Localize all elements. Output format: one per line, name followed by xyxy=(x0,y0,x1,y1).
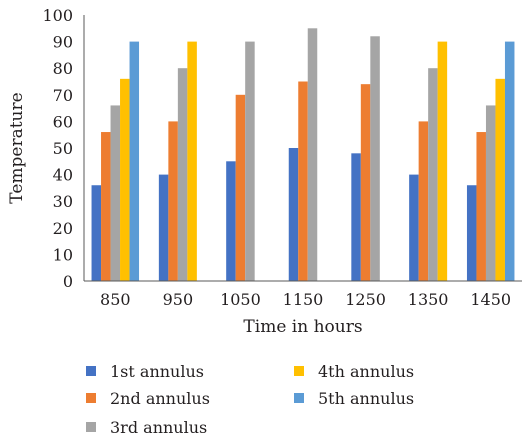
bar-2nd-annulus-950 xyxy=(168,121,178,282)
y-tick-label-40: 40 xyxy=(53,166,73,185)
legend-label: 3rd annulus xyxy=(110,417,208,437)
bar-1st-annulus-1050 xyxy=(226,161,236,281)
bar-1st-annulus-1150 xyxy=(288,148,299,281)
y-tick-label-50: 50 xyxy=(53,139,73,158)
bar-2nd-annulus-850 xyxy=(101,132,111,281)
bar-1st-annulus-950 xyxy=(158,174,169,281)
y-tick-label-90: 90 xyxy=(53,33,73,52)
bar-2nd-annulus-1450 xyxy=(476,132,486,281)
bar-3rd-annulus-1050 xyxy=(245,41,255,281)
legend-swatch xyxy=(294,393,304,403)
bar-2nd-annulus-1050 xyxy=(235,94,246,281)
bar-4th-annulus-850 xyxy=(120,78,130,281)
legend-item-1st-annulus: 1st annulus xyxy=(86,360,204,382)
legend-item-4th-annulus: 4th annulus xyxy=(294,360,414,382)
bar-3rd-annulus-850 xyxy=(110,105,121,281)
bar-4th-annulus-950 xyxy=(187,41,197,281)
bar-1st-annulus-1250 xyxy=(351,153,361,281)
legend-swatch xyxy=(86,422,96,432)
bar-3rd-annulus-1450 xyxy=(485,105,496,281)
legend-label: 4th annulus xyxy=(318,361,415,381)
bar-3rd-annulus-1150 xyxy=(307,28,318,281)
legend-label: 5th annulus xyxy=(318,388,415,408)
legend-item-2nd-annulus: 2nd annulus xyxy=(86,387,210,409)
bar-1st-annulus-850 xyxy=(91,185,102,281)
bar-2nd-annulus-1250 xyxy=(360,84,371,281)
x-axis-ticks: 850 950 1050 1150 1250 1350 1450 xyxy=(100,290,511,309)
y-axis-title: Temperature xyxy=(7,92,27,203)
x-tick-label-1250: 1250 xyxy=(345,290,386,309)
legend: 1st annulus 2nd annulus 3rd annulus 4th … xyxy=(80,356,480,440)
x-tick-label-1350: 1350 xyxy=(408,290,449,309)
legend-label: 1st annulus xyxy=(110,361,204,381)
legend-swatch xyxy=(294,366,304,376)
y-tick-label-20: 20 xyxy=(53,219,73,238)
bar-1st-annulus-1450 xyxy=(466,185,477,281)
bar-3rd-annulus-1250 xyxy=(370,36,380,281)
bar-chart: 0 10 20 30 40 50 60 70 80 90 100 850 950 1050 1150 125… xyxy=(7,6,522,337)
y-axis-ticks: 0 10 20 30 40 50 60 70 80 90 100 xyxy=(42,6,73,291)
bars-group xyxy=(91,28,515,282)
bar-5th-annulus-1450 xyxy=(504,41,515,281)
x-tick-label-850: 850 xyxy=(100,290,131,309)
x-tick-label-1050: 1050 xyxy=(220,290,261,309)
bar-2nd-annulus-1350 xyxy=(418,121,429,282)
legend-item-5th-annulus: 5th annulus xyxy=(294,387,414,409)
x-axis-title: Time in hours xyxy=(243,317,362,337)
y-tick-label-0: 0 xyxy=(63,272,73,291)
y-tick-label-70: 70 xyxy=(53,86,73,105)
bar-5th-annulus-850 xyxy=(129,41,140,281)
bar-2nd-annulus-1150 xyxy=(298,81,308,281)
y-tick-label-60: 60 xyxy=(53,112,73,131)
legend-swatch xyxy=(86,366,96,376)
bar-3rd-annulus-1350 xyxy=(428,68,438,281)
legend-label: 2nd annulus xyxy=(110,388,210,408)
legend-swatch xyxy=(86,393,96,403)
bar-4th-annulus-1450 xyxy=(495,78,505,281)
bar-3rd-annulus-950 xyxy=(177,68,188,281)
x-tick-label-1150: 1150 xyxy=(283,290,324,309)
y-tick-label-10: 10 xyxy=(53,245,73,264)
x-tick-label-1450: 1450 xyxy=(470,290,511,309)
legend-item-3rd-annulus: 3rd annulus xyxy=(86,416,207,438)
x-tick-label-950: 950 xyxy=(163,290,194,309)
bar-1st-annulus-1350 xyxy=(409,174,419,281)
bar-4th-annulus-1350 xyxy=(437,41,448,281)
y-tick-label-100: 100 xyxy=(42,6,73,25)
y-tick-label-30: 30 xyxy=(53,192,73,211)
y-tick-label-80: 80 xyxy=(53,59,73,78)
